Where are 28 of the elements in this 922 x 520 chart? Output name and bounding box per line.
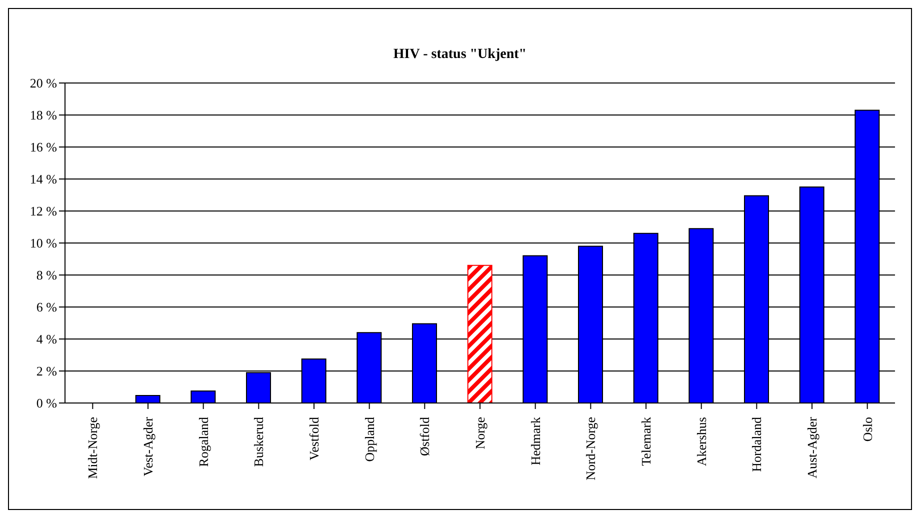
y-tick-label: 20 % [30, 76, 58, 91]
x-tick-label: Hordaland [749, 416, 764, 472]
x-tick-label: Midt-Norge [85, 416, 100, 479]
x-tick-label: Akershus [694, 417, 709, 466]
y-tick-label: 6 % [36, 300, 58, 315]
x-tick-label: Buskerud [251, 416, 266, 467]
bar [467, 264, 492, 403]
y-tick-label: 8 % [36, 268, 58, 283]
y-tick-label: 4 % [36, 332, 58, 347]
x-tick-label: Nord-Norge [583, 416, 598, 480]
x-tick-label: Norge [472, 416, 488, 450]
x-tick-label: Oppland [362, 416, 377, 462]
chart-title: HIV - status "Ukjent" [392, 47, 528, 63]
x-tick-label: Oslo [860, 417, 875, 442]
y-tick-label: 0 % [36, 396, 58, 411]
y-tick-label: 18 % [30, 108, 58, 123]
y-tick-label: 14 % [30, 172, 58, 187]
y-tick-label: 2 % [36, 364, 58, 379]
x-tick-label: Aust-Agder [804, 416, 820, 478]
x-tick-label: Rogaland [196, 416, 211, 467]
y-tick-label: 10 % [30, 236, 58, 251]
x-tick-label: Telemark [638, 416, 654, 466]
x-tick-label: Vest-Agder [140, 416, 156, 476]
x-tick-label: Vestfold [306, 416, 322, 460]
y-tick-label: 16 % [30, 140, 58, 155]
x-tick-label: Hedmark [528, 416, 543, 466]
x-tick-label: Østfold [417, 416, 432, 456]
y-tick-label: 12 % [30, 204, 58, 219]
